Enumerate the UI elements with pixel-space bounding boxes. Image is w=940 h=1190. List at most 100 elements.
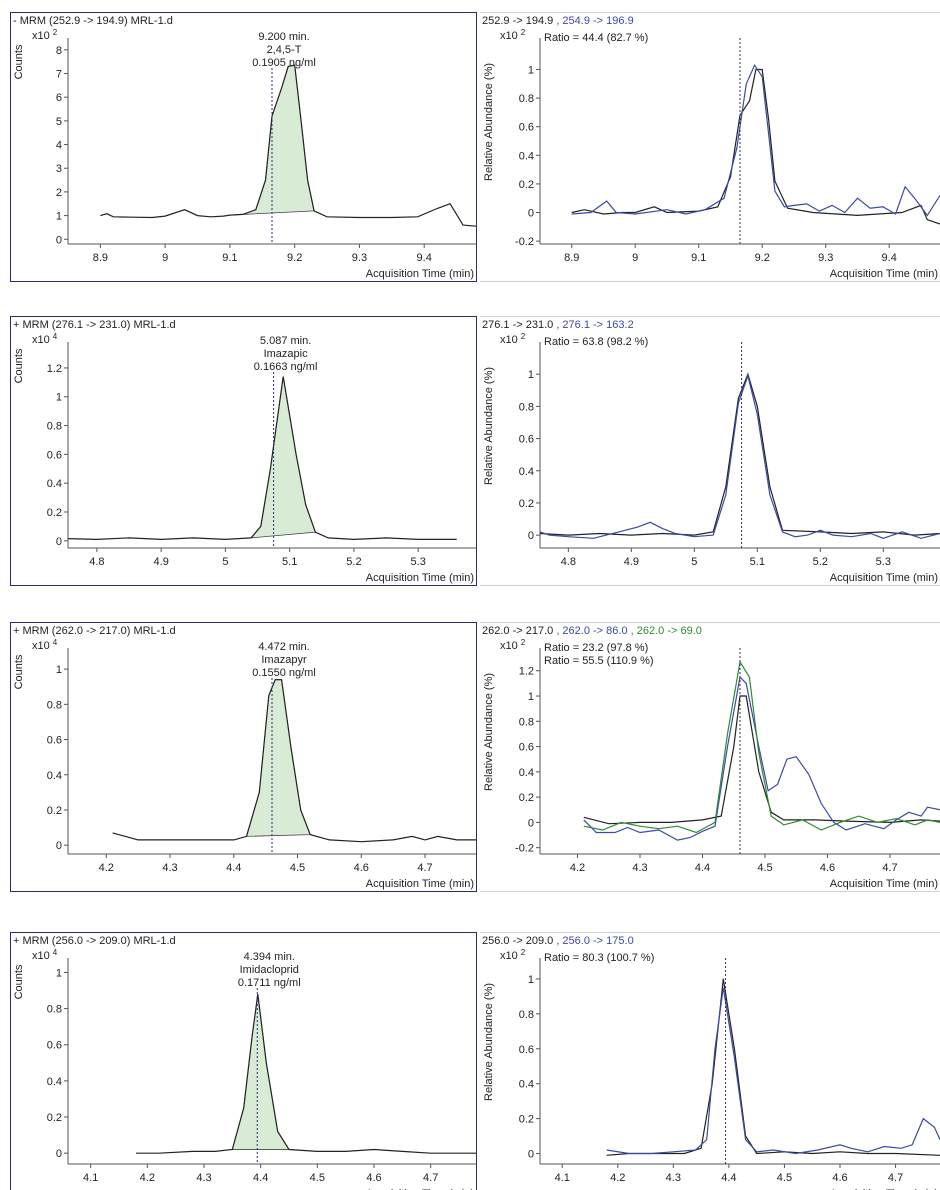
y-tick-label: 1 [528, 64, 534, 76]
y-axis-exponent: x10 2 [500, 948, 526, 962]
panel-frame [10, 932, 477, 1190]
chart-header: 256.0 -> 209.0 , 256.0 -> 175.0 [482, 935, 634, 947]
chart-header: 276.1 -> 231.0 , 276.1 -> 163.2 [482, 319, 634, 331]
y-axis-label: Relative Abundance (%) [483, 63, 495, 181]
y-axis-label: Counts [13, 44, 25, 79]
x-tick-label: 4.7 [882, 862, 897, 874]
x-tick-label: 8.9 [93, 252, 108, 264]
x-axis-label: Acquisition Time (min) [366, 268, 474, 280]
peak-annotation-2: Imidacloprid [240, 964, 299, 976]
ratio-label-1: Ratio = 63.8 (98.2 %) [544, 336, 648, 348]
y-axis-label: Counts [13, 654, 25, 689]
x-tick-label: 4.2 [140, 1172, 155, 1184]
x-tick-label: 4.6 [832, 1172, 847, 1184]
y-axis-exponent: x10 4 [32, 332, 58, 346]
y-tick-label: 0.8 [47, 421, 62, 433]
panel-frame [10, 622, 477, 892]
y-tick-label: 0.2 [47, 507, 62, 519]
x-tick-label: 4.5 [310, 1172, 325, 1184]
header-transition-2: , 256.0 -> 175.0 [553, 935, 633, 947]
y-tick-label: 0.8 [519, 93, 534, 105]
y-tick-label: 0 [528, 1149, 534, 1161]
y-tick-label: 0.6 [519, 742, 534, 754]
y-tick-label: 2 [56, 187, 62, 199]
y-tick-label: 0 [56, 536, 62, 548]
peak-annotation-3: 0.1905 ng/ml [252, 57, 316, 69]
y-tick-label: 0.6 [519, 434, 534, 446]
x-tick-label: 5 [691, 556, 697, 568]
y-tick-label: 0.4 [519, 150, 534, 162]
y-tick-label: -0.2 [515, 843, 534, 855]
x-tick-label: 8.9 [564, 252, 579, 264]
series-line-2 [539, 373, 940, 539]
header-transition-1: 262.0 -> 217.0 [482, 625, 553, 637]
x-tick-label: 9.3 [352, 252, 367, 264]
y-tick-label: 0.4 [519, 1079, 534, 1091]
peak-annotation-2: 2,4,5-T [267, 44, 302, 56]
y-tick-label: 6 [56, 92, 62, 104]
y-tick-label: 0.6 [519, 122, 534, 134]
series-line-2 [571, 63, 940, 217]
x-tick-label: 5.3 [411, 556, 426, 568]
x-tick-label: 4.6 [354, 862, 369, 874]
exponent-power: 4 [53, 638, 58, 647]
y-tick-label: 0.6 [519, 1044, 534, 1056]
exponent-base: x10 [32, 334, 53, 346]
x-tick-label: 9 [162, 252, 168, 264]
y-tick-label: 0.2 [519, 1114, 534, 1126]
exponent-power: 4 [53, 332, 58, 341]
y-axis-label: Relative Abundance (%) [483, 673, 495, 791]
header-transition-1: 276.1 -> 231.0 [482, 319, 553, 331]
panel-frame [10, 316, 477, 586]
x-tick-label: 9.4 [417, 252, 432, 264]
exponent-base: x10 [500, 640, 521, 652]
exponent-power: 2 [521, 948, 526, 957]
peak-annotation-3: 0.1711 ng/ml [238, 977, 301, 989]
x-tick-label: 4.1 [555, 1172, 570, 1184]
y-tick-label: 7 [56, 69, 62, 81]
y-tick-label: 0 [56, 1148, 62, 1160]
x-tick-label: 4.5 [777, 1172, 792, 1184]
x-tick-label: 5.1 [282, 556, 297, 568]
x-tick-label: 4.3 [196, 1172, 211, 1184]
series-line-2 [583, 675, 940, 841]
y-axis-exponent: x10 2 [32, 28, 58, 42]
x-axis-label: Acquisition Time (min) [830, 268, 938, 280]
y-tick-label: 0.2 [519, 179, 534, 191]
peak-annotation-2: Imazapyr [261, 654, 307, 666]
y-tick-label: 0 [528, 208, 534, 220]
exponent-base: x10 [500, 950, 521, 962]
series-line-1 [112, 679, 476, 843]
peak-annotation-2: Imazapic [264, 348, 309, 360]
peak-annotation-1: 4.394 min. [244, 951, 295, 963]
left-chart-panel-4: + MRM (256.0 -> 209.0) MRL-1.d Counts x10 … [10, 932, 477, 1190]
exponent-power: 2 [521, 28, 526, 37]
x-axis-label: Acquisition Time (min) [830, 572, 938, 584]
y-tick-label: 4 [56, 140, 62, 152]
y-tick-label: 0.8 [519, 1009, 534, 1021]
x-tick-label: 9 [632, 252, 638, 264]
exponent-base: x10 [500, 30, 521, 42]
y-tick-label: 0.2 [47, 805, 62, 817]
right-chart-panel-2: 276.1 -> 231.0 , 276.1 -> 163.2 Relative … [480, 316, 940, 586]
y-tick-label: 0 [56, 234, 62, 246]
y-tick-label: 0.4 [519, 466, 534, 478]
left-chart-panel-1: - MRM (252.9 -> 194.9) MRL-1.d Counts x10 … [10, 12, 477, 282]
series-line-1 [583, 695, 940, 825]
ratio-label-1: Ratio = 80.3 (100.7 %) [544, 952, 654, 964]
exponent-power: 2 [521, 332, 526, 341]
x-tick-label: 4.1 [83, 1172, 98, 1184]
y-tick-label: 1 [56, 967, 62, 979]
x-tick-label: 4.2 [570, 862, 585, 874]
series-line-2 [606, 987, 940, 1155]
y-tick-label: 0.6 [47, 1040, 62, 1052]
chart-header: - MRM (252.9 -> 194.9) MRL-1.d [13, 15, 173, 27]
y-axis-label: Counts [13, 964, 25, 999]
x-tick-label: 4.4 [226, 862, 241, 874]
x-tick-label: 5.2 [813, 556, 828, 568]
y-tick-label: 0.6 [47, 735, 62, 747]
exponent-power: 2 [53, 28, 58, 37]
series-line-3 [583, 660, 940, 834]
y-tick-label: 1 [528, 369, 534, 381]
